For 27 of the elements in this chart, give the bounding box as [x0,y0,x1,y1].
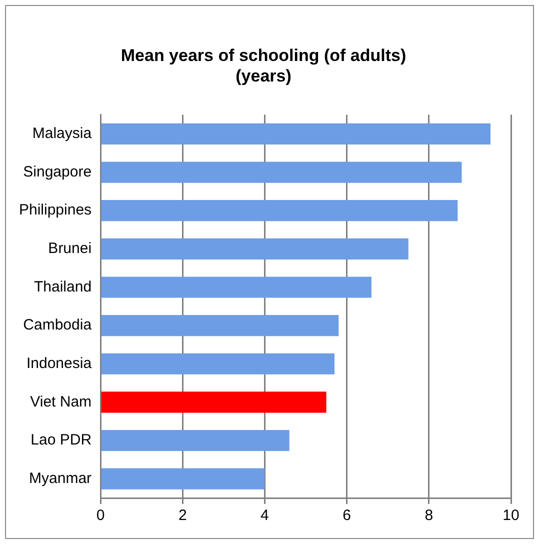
x-tick-label: 8 [424,507,434,524]
bar [101,353,335,374]
y-tick-label: Singapore [23,163,92,180]
y-tick-label: Viet Nam [30,393,92,410]
bar [101,430,290,452]
x-tick-label: 6 [342,507,351,524]
x-tick-label: 2 [178,507,187,524]
x-tick-label: 4 [260,507,269,524]
bar [101,200,458,222]
bar [101,162,462,183]
bar [101,468,265,490]
bar [101,392,326,413]
y-tick-label: Myanmar [29,470,92,487]
y-tick-label: Cambodia [23,316,92,334]
y-tick-label: Malaysia [32,125,92,142]
y-tick-label: Brunei [48,240,92,258]
bar [101,123,490,144]
chart-title: Mean years of schooling (of adults) (years) [120,46,406,86]
y-tick-label: Philippines [19,202,92,219]
bar [101,276,372,298]
x-tick-label: 10 [502,507,520,524]
y-tick-label: Indonesia [26,355,92,372]
bar [101,238,408,260]
bar [101,315,339,336]
y-tick-label: Lao PDR [30,432,92,449]
x-tick-label: 0 [96,507,105,524]
y-tick-label: Thailand [34,278,92,296]
